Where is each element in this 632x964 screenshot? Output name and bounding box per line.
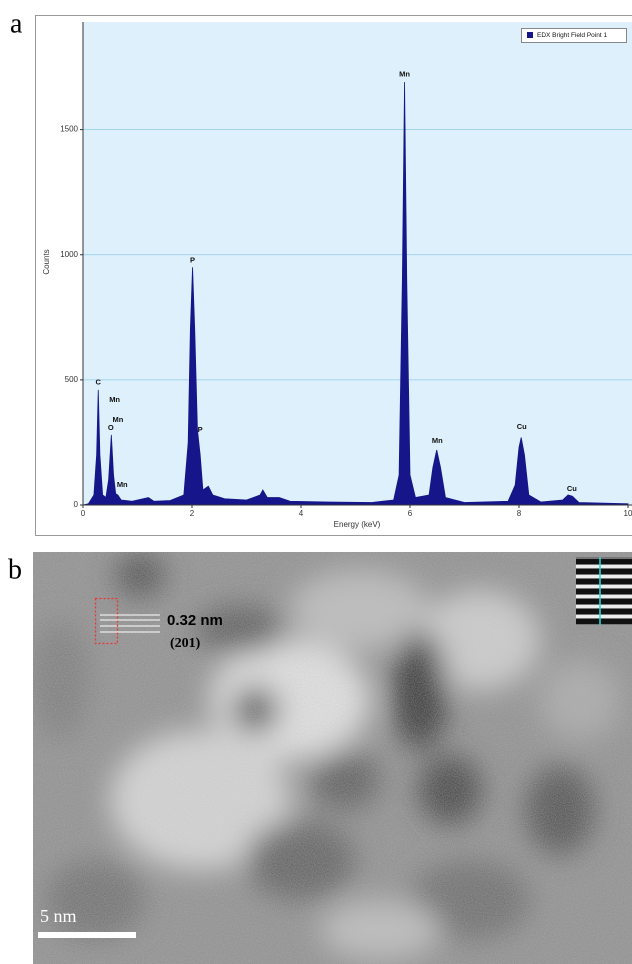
x-tick-label: 4 xyxy=(299,509,304,518)
tem-image xyxy=(33,552,632,964)
legend-label: EDX Bright Field Point 1 xyxy=(537,32,607,39)
peak-label: Cu xyxy=(517,422,527,431)
legend xyxy=(521,28,627,43)
y-tick-label: 500 xyxy=(65,375,79,384)
x-tick-label: 2 xyxy=(190,509,195,518)
x-tick-label: 8 xyxy=(517,509,522,518)
y-axis-title: Counts xyxy=(42,249,51,274)
peak-label: Mn xyxy=(399,70,410,79)
scale-bar-label: 5 nm xyxy=(40,906,77,926)
panel-label: a xyxy=(10,8,23,39)
x-axis-title: Energy (keV) xyxy=(334,520,381,529)
plot xyxy=(83,82,632,505)
x-tick-label: 0 xyxy=(81,509,86,518)
y-tick-label: 0 xyxy=(74,500,79,509)
peak-label: Mn xyxy=(432,436,443,445)
panel-label: b xyxy=(8,554,22,585)
y-tick-label: 1500 xyxy=(60,125,78,134)
peak-label: P xyxy=(190,256,195,265)
x-tick-label: 10 xyxy=(624,509,632,518)
peak-label: Cu xyxy=(567,484,577,493)
plot-area xyxy=(83,22,632,505)
peak-label: P xyxy=(198,425,203,434)
x-tick-label: 6 xyxy=(408,509,413,518)
peak-label: C xyxy=(96,377,102,386)
lattice-spacing: 0.32 nm xyxy=(167,612,223,629)
peak-label: Mn xyxy=(117,480,128,489)
spectrum-area xyxy=(83,82,629,505)
peak-label: Mn xyxy=(109,395,120,404)
y-tick-label: 1000 xyxy=(60,250,78,259)
legend-swatch xyxy=(527,32,533,38)
peak-label: Mn xyxy=(112,415,123,424)
lattice-plane: (201) xyxy=(170,636,201,651)
peak-label: O xyxy=(108,423,114,432)
